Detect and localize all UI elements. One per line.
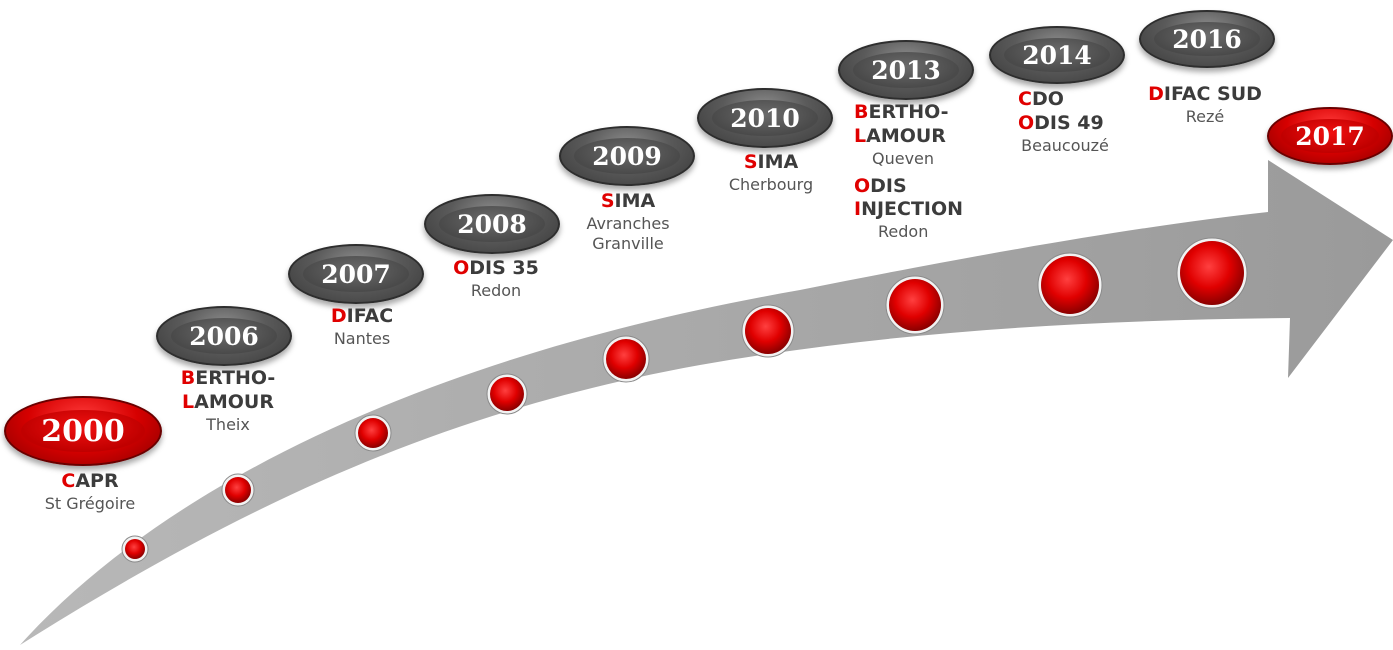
city-name-2: Redon — [878, 222, 929, 241]
milestone-2014-label: CDO ODIS 49 Beaucouzé — [1000, 88, 1130, 156]
company-name: DIFAC — [330, 305, 394, 327]
company-name: SIMA — [600, 190, 656, 212]
year-badge-2017: 2017 — [1267, 107, 1393, 165]
company-name: BERTHO- LAMOUR — [180, 367, 276, 413]
milestone-dot — [358, 418, 388, 448]
city-name: Theix — [206, 414, 250, 434]
year-badge-2009: 2009 — [559, 126, 695, 186]
milestone-2000-label: CAPR St Grégoire — [0, 470, 180, 514]
city-name: Queven — [872, 148, 935, 168]
milestone-2010-label: SIMA Cherbourg — [681, 151, 861, 195]
city-name: Nantes — [333, 328, 391, 348]
milestone-dot — [225, 477, 251, 503]
city-name: Rezé — [1185, 106, 1225, 126]
year-badge-2000: 2000 — [4, 396, 162, 466]
year-badge-2016: 2016 — [1139, 10, 1275, 68]
milestone-2008-label: ODIS 35 Redon — [406, 257, 586, 301]
milestone-dot — [1180, 241, 1244, 305]
year-badge-2010: 2010 — [697, 88, 833, 148]
company-name: CAPR — [61, 470, 119, 492]
company-name: CDO ODIS 49 — [1018, 88, 1104, 134]
milestone-2006-label: BERTHO- LAMOUR Theix — [138, 367, 318, 435]
milestone-dot — [889, 279, 941, 331]
year-badge-2013: 2013 — [838, 40, 974, 100]
milestone-2013-label: BERTHO- LAMOUR Queven ODIS INJECTION Redon — [810, 101, 1020, 242]
company-name: DIFAC SUD — [1148, 83, 1262, 105]
city-name: Beaucouzé — [1021, 135, 1109, 155]
year-badge-2014: 2014 — [989, 26, 1125, 84]
milestone-dot — [745, 308, 791, 354]
milestone-dot — [490, 377, 524, 411]
city-name: Redon — [470, 280, 522, 300]
milestone-2009-label: SIMA Avranches Granville — [538, 190, 718, 254]
company-name-2: ODIS INJECTION — [854, 174, 964, 221]
company-name: BERTHO- LAMOUR — [854, 101, 949, 147]
milestone-dot — [606, 339, 646, 379]
city-name-2: Granville — [592, 233, 664, 253]
city-name: St Grégoire — [44, 493, 136, 513]
company-name: ODIS 35 — [453, 257, 539, 279]
year-badge-2008: 2008 — [424, 194, 560, 254]
milestone-dot — [125, 539, 145, 559]
city-name: Avranches — [586, 213, 670, 233]
year-badge-2007: 2007 — [288, 244, 424, 304]
milestone-2007-label: DIFAC Nantes — [272, 305, 452, 349]
company-name: SIMA — [743, 151, 799, 173]
milestone-2016-label: DIFAC SUD Rezé — [1125, 83, 1285, 127]
city-name: Cherbourg — [728, 174, 814, 194]
year-badge-2006: 2006 — [156, 306, 292, 366]
milestone-dot — [1041, 256, 1099, 314]
